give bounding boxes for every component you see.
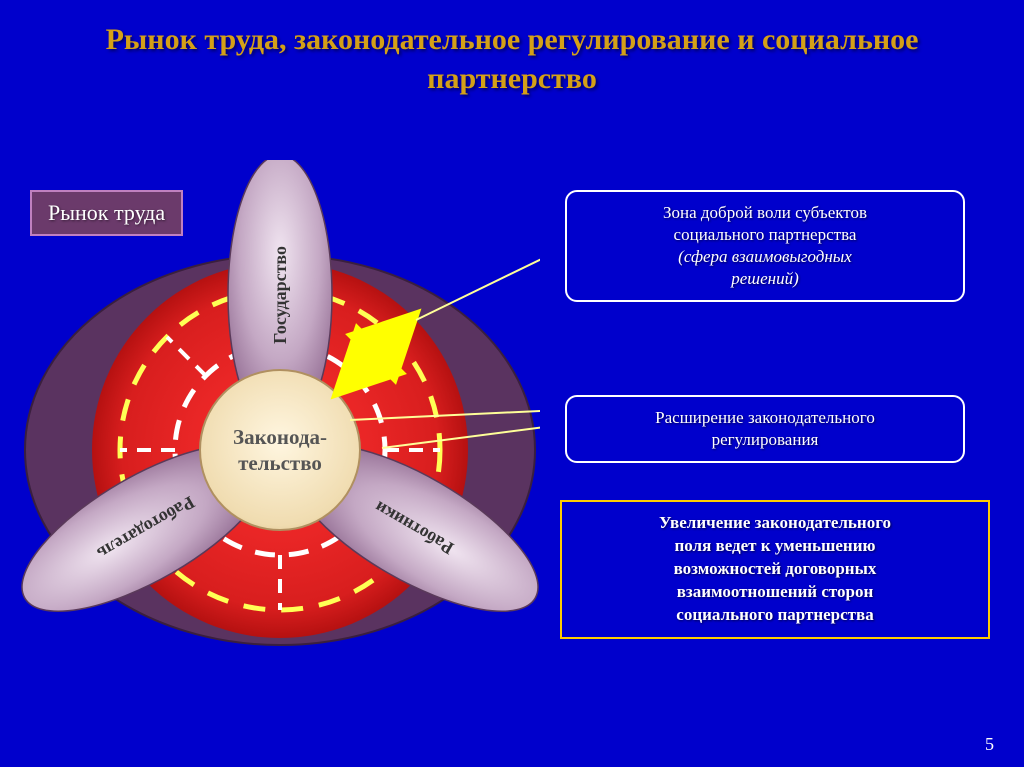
center-circle [200,370,360,530]
callout2-l2: регулирования [712,430,819,449]
callout-expansion: Расширение законодательного регулировани… [565,395,965,463]
note-box: Увеличение законодательного поля ведет к… [560,500,990,639]
svg-text:Государство: Государство [270,246,290,344]
callout1-l4: решений) [731,269,799,288]
center-text-2: тельство [238,451,322,475]
slide-title: Рынок труда, законодательное регулирован… [0,0,1024,108]
note-l1: Увеличение законодательного [659,513,891,532]
note-l3: возможностей договорных [674,559,877,578]
slide-number: 5 [985,734,994,755]
note-l4: взаимоотношений сторон [677,582,874,601]
note-l5: социального партнерства [676,605,873,624]
callout-zone: Зона доброй воли субъектов социального п… [565,190,965,302]
callout1-l1: Зона доброй воли субъектов [663,203,867,222]
callout2-l1: Расширение законодательного [655,408,875,427]
callout1-l2: социального партнерства [674,225,857,244]
center-text-1: Законода- [233,425,327,449]
concentric-diagram: Государство Работодатель Работники Закон… [20,160,540,720]
note-l2: поля ведет к уменьшению [674,536,875,555]
callout1-l3: (сфера взаимовыгодных [678,247,852,266]
